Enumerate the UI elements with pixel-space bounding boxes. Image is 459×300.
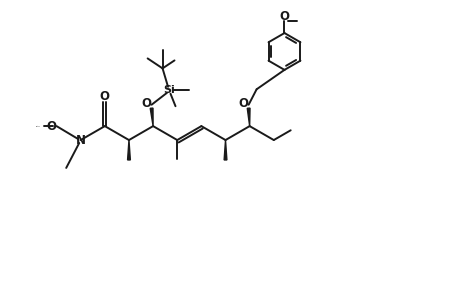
Text: methyl: methyl — [36, 125, 41, 127]
Polygon shape — [247, 108, 250, 126]
Polygon shape — [224, 140, 226, 160]
Text: O: O — [100, 90, 110, 103]
Text: N: N — [76, 134, 85, 146]
Text: O: O — [238, 97, 248, 110]
Text: O: O — [141, 97, 151, 110]
Polygon shape — [127, 140, 130, 160]
Polygon shape — [150, 108, 153, 126]
Text: O: O — [46, 120, 56, 133]
Text: O: O — [279, 11, 289, 23]
Text: Si: Si — [163, 85, 175, 95]
